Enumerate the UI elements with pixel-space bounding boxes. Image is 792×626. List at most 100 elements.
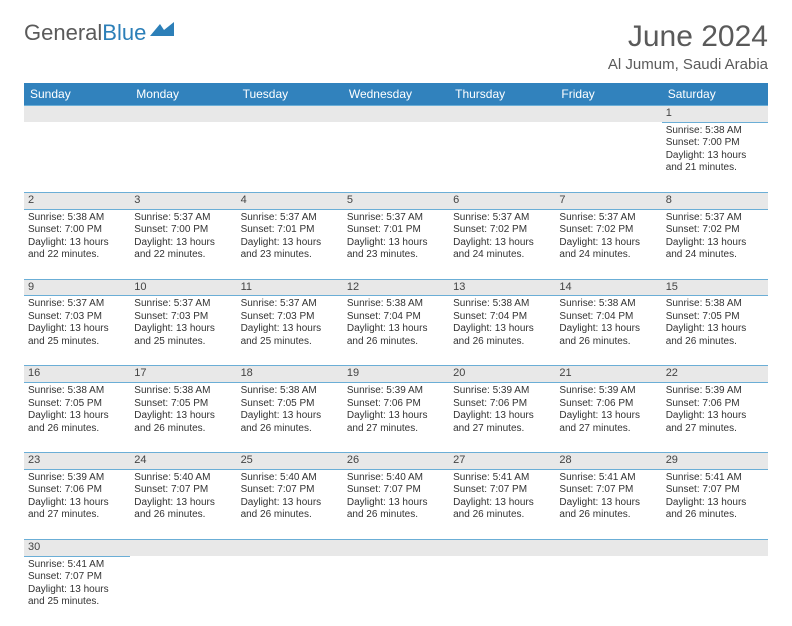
daylight-text-2: and 26 minutes.: [347, 509, 445, 522]
day-cell: Sunrise: 5:40 AMSunset: 7:07 PMDaylight:…: [130, 469, 236, 539]
sunset-text: Sunset: 7:06 PM: [453, 398, 551, 411]
daylight-text: Daylight: 13 hours: [28, 237, 126, 250]
day-cell: [130, 122, 236, 192]
daylight-text-2: and 25 minutes.: [28, 596, 126, 609]
day-number: [449, 106, 555, 123]
daylight-text: Daylight: 13 hours: [241, 237, 339, 250]
daylight-text-2: and 27 minutes.: [666, 423, 764, 436]
daylight-text-2: and 21 minutes.: [666, 162, 764, 175]
day-cell: Sunrise: 5:39 AMSunset: 7:06 PMDaylight:…: [555, 383, 661, 453]
sunset-text: Sunset: 7:04 PM: [453, 311, 551, 324]
daylight-text: Daylight: 13 hours: [453, 497, 551, 510]
sunrise-text: Sunrise: 5:37 AM: [241, 298, 339, 311]
sunset-text: Sunset: 7:06 PM: [666, 398, 764, 411]
weekday-header: Thursday: [449, 83, 555, 106]
sunset-text: Sunset: 7:02 PM: [666, 224, 764, 237]
sunrise-text: Sunrise: 5:40 AM: [134, 472, 232, 485]
sunset-text: Sunset: 7:04 PM: [347, 311, 445, 324]
sunset-text: Sunset: 7:03 PM: [241, 311, 339, 324]
day-number: 9: [24, 279, 130, 296]
sunset-text: Sunset: 7:03 PM: [28, 311, 126, 324]
day-number: [449, 539, 555, 556]
sunrise-text: Sunrise: 5:39 AM: [347, 385, 445, 398]
day-cell: Sunrise: 5:37 AMSunset: 7:03 PMDaylight:…: [237, 296, 343, 366]
sunset-text: Sunset: 7:05 PM: [241, 398, 339, 411]
daylight-text: Daylight: 13 hours: [28, 323, 126, 336]
day-number: 24: [130, 453, 236, 470]
sunset-text: Sunset: 7:07 PM: [347, 484, 445, 497]
daylight-text-2: and 26 minutes.: [453, 336, 551, 349]
day-cell: Sunrise: 5:38 AMSunset: 7:05 PMDaylight:…: [130, 383, 236, 453]
weekday-header-row: SundayMondayTuesdayWednesdayThursdayFrid…: [24, 83, 768, 106]
daylight-text-2: and 26 minutes.: [28, 423, 126, 436]
day-cell: [130, 556, 236, 626]
week-row: Sunrise: 5:37 AMSunset: 7:03 PMDaylight:…: [24, 296, 768, 366]
daylight-text-2: and 26 minutes.: [453, 509, 551, 522]
day-cell: Sunrise: 5:37 AMSunset: 7:02 PMDaylight:…: [449, 209, 555, 279]
day-cell: [555, 556, 661, 626]
day-cell: Sunrise: 5:39 AMSunset: 7:06 PMDaylight:…: [343, 383, 449, 453]
day-cell: Sunrise: 5:40 AMSunset: 7:07 PMDaylight:…: [237, 469, 343, 539]
sunset-text: Sunset: 7:01 PM: [347, 224, 445, 237]
daylight-text-2: and 26 minutes.: [241, 509, 339, 522]
sunset-text: Sunset: 7:05 PM: [134, 398, 232, 411]
day-number: 26: [343, 453, 449, 470]
day-cell: Sunrise: 5:38 AMSunset: 7:00 PMDaylight:…: [662, 122, 768, 192]
month-title: June 2024: [608, 20, 768, 54]
weekday-header: Sunday: [24, 83, 130, 106]
day-cell: Sunrise: 5:41 AMSunset: 7:07 PMDaylight:…: [555, 469, 661, 539]
daylight-text-2: and 25 minutes.: [134, 336, 232, 349]
day-number: 21: [555, 366, 661, 383]
weekday-header: Saturday: [662, 83, 768, 106]
day-cell: Sunrise: 5:37 AMSunset: 7:01 PMDaylight:…: [343, 209, 449, 279]
daynum-row: 2345678: [24, 192, 768, 209]
daylight-text-2: and 22 minutes.: [28, 249, 126, 262]
sunrise-text: Sunrise: 5:38 AM: [559, 298, 657, 311]
daylight-text: Daylight: 13 hours: [28, 584, 126, 597]
sunset-text: Sunset: 7:00 PM: [134, 224, 232, 237]
daylight-text: Daylight: 13 hours: [559, 497, 657, 510]
daylight-text: Daylight: 13 hours: [559, 237, 657, 250]
sunrise-text: Sunrise: 5:39 AM: [28, 472, 126, 485]
daynum-row: 16171819202122: [24, 366, 768, 383]
day-cell: [343, 122, 449, 192]
day-number: 17: [130, 366, 236, 383]
sunrise-text: Sunrise: 5:41 AM: [666, 472, 764, 485]
day-number: 11: [237, 279, 343, 296]
daylight-text-2: and 26 minutes.: [559, 509, 657, 522]
sunrise-text: Sunrise: 5:37 AM: [559, 212, 657, 225]
calendar-table: SundayMondayTuesdayWednesdayThursdayFrid…: [24, 83, 768, 626]
day-number: 2: [24, 192, 130, 209]
daylight-text-2: and 26 minutes.: [559, 336, 657, 349]
daynum-row: 1: [24, 106, 768, 123]
day-number: 13: [449, 279, 555, 296]
day-cell: Sunrise: 5:37 AMSunset: 7:03 PMDaylight:…: [24, 296, 130, 366]
day-number: 3: [130, 192, 236, 209]
daylight-text: Daylight: 13 hours: [28, 497, 126, 510]
daylight-text: Daylight: 13 hours: [453, 237, 551, 250]
day-cell: Sunrise: 5:38 AMSunset: 7:04 PMDaylight:…: [449, 296, 555, 366]
daylight-text-2: and 23 minutes.: [241, 249, 339, 262]
daylight-text: Daylight: 13 hours: [559, 410, 657, 423]
day-cell: Sunrise: 5:41 AMSunset: 7:07 PMDaylight:…: [449, 469, 555, 539]
daynum-row: 9101112131415: [24, 279, 768, 296]
day-cell: Sunrise: 5:41 AMSunset: 7:07 PMDaylight:…: [24, 556, 130, 626]
day-cell: Sunrise: 5:38 AMSunset: 7:04 PMDaylight:…: [555, 296, 661, 366]
daylight-text-2: and 26 minutes.: [666, 336, 764, 349]
sunset-text: Sunset: 7:07 PM: [134, 484, 232, 497]
sunrise-text: Sunrise: 5:37 AM: [241, 212, 339, 225]
day-cell: Sunrise: 5:37 AMSunset: 7:02 PMDaylight:…: [555, 209, 661, 279]
daynum-row: 30: [24, 539, 768, 556]
daylight-text: Daylight: 13 hours: [666, 150, 764, 163]
sunset-text: Sunset: 7:02 PM: [453, 224, 551, 237]
day-number: [555, 539, 661, 556]
sunset-text: Sunset: 7:06 PM: [559, 398, 657, 411]
day-number: 10: [130, 279, 236, 296]
sunset-text: Sunset: 7:00 PM: [666, 137, 764, 150]
daylight-text: Daylight: 13 hours: [347, 237, 445, 250]
day-cell: Sunrise: 5:39 AMSunset: 7:06 PMDaylight:…: [24, 469, 130, 539]
daylight-text: Daylight: 13 hours: [134, 497, 232, 510]
week-row: Sunrise: 5:39 AMSunset: 7:06 PMDaylight:…: [24, 469, 768, 539]
daylight-text-2: and 26 minutes.: [134, 509, 232, 522]
day-number: 12: [343, 279, 449, 296]
